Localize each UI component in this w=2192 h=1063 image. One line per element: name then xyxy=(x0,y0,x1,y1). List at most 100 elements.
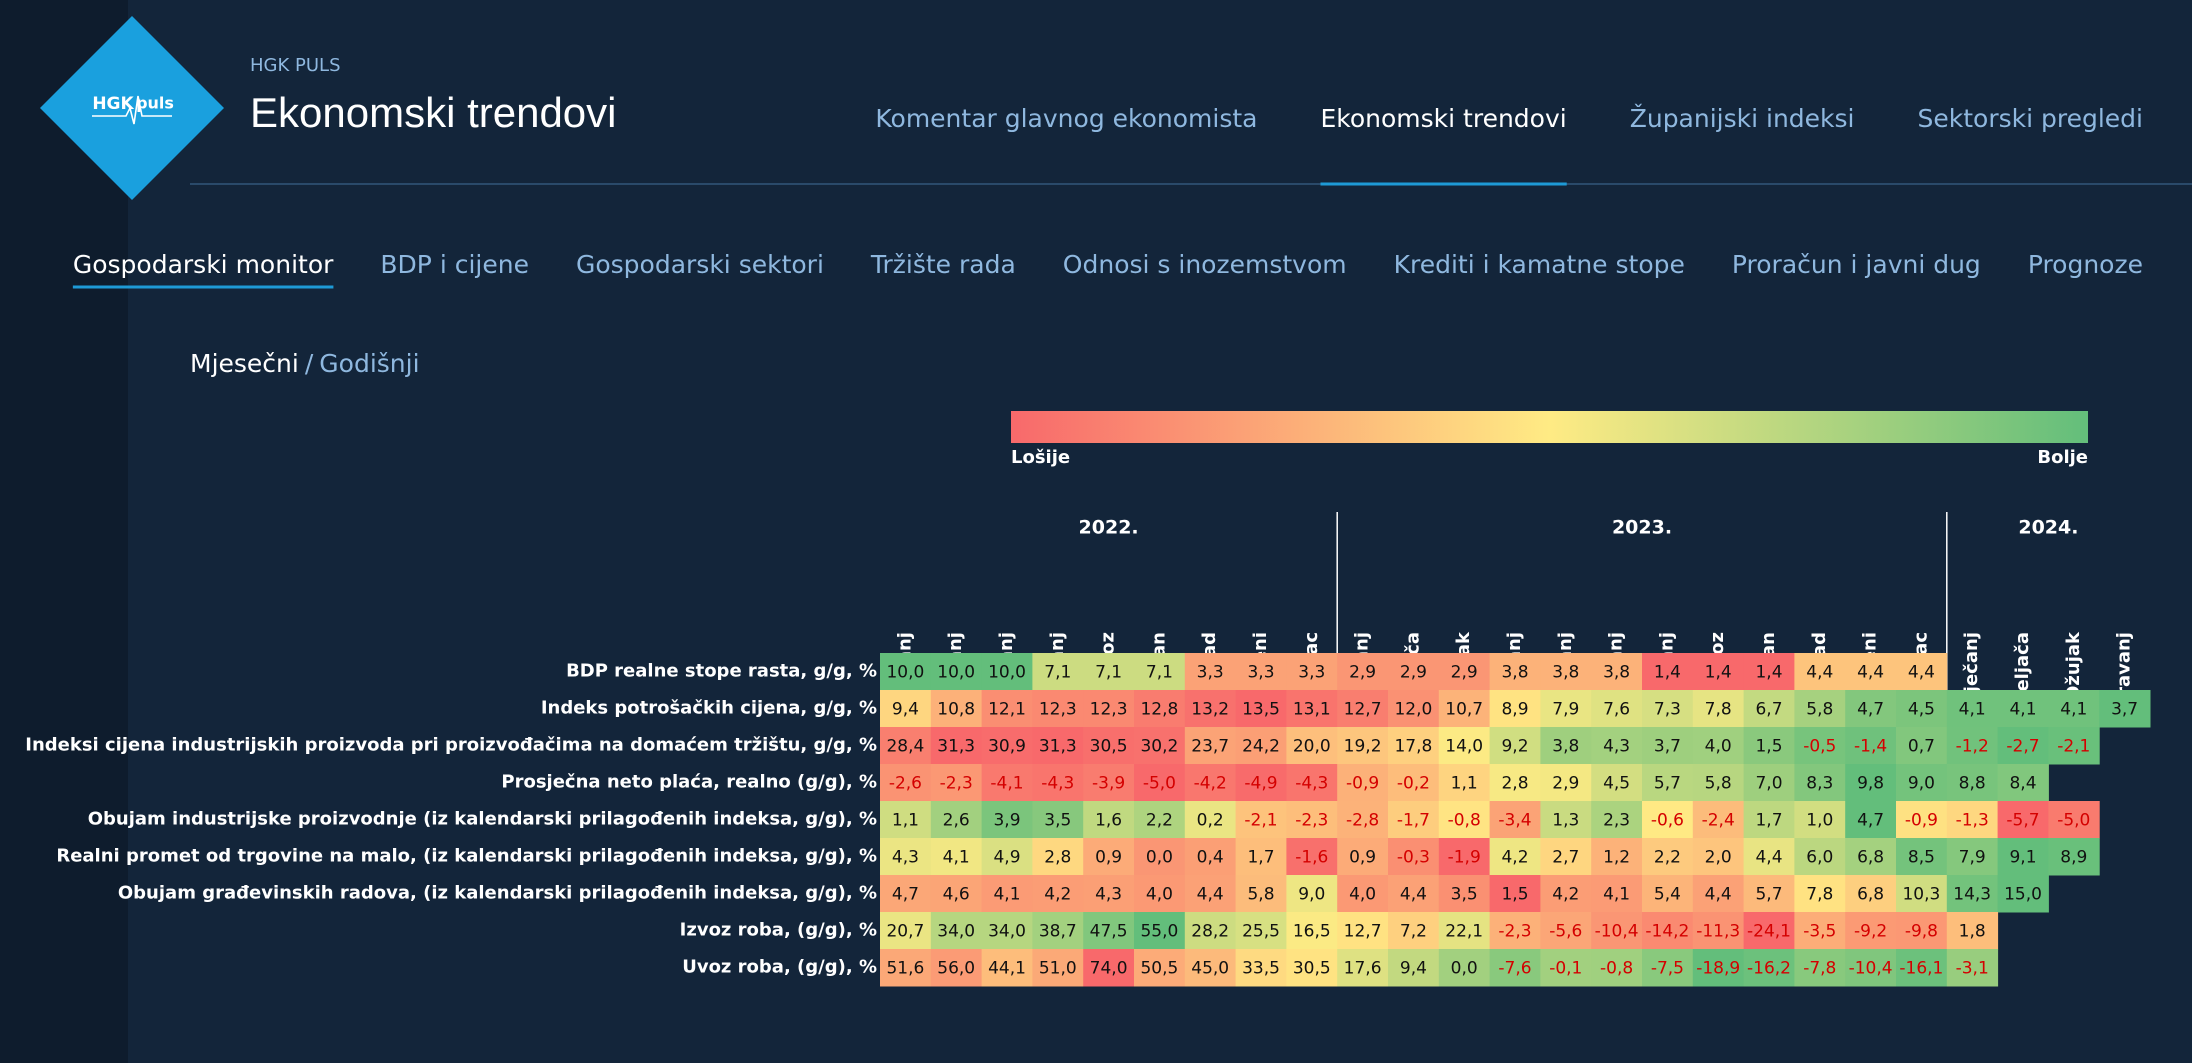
heatmap-cell xyxy=(1438,875,1491,913)
cell-value: 1,5 xyxy=(1501,885,1528,905)
heatmap-cell xyxy=(2048,838,2100,876)
legend-gradient xyxy=(1011,411,2088,443)
cell-value: 56,0 xyxy=(937,959,975,979)
heatmap-cell xyxy=(1184,875,1237,913)
cell-value: 12,0 xyxy=(1394,700,1432,720)
legend-high: Bolje xyxy=(2037,447,2088,468)
cell-value: -3,1 xyxy=(1956,959,1989,979)
heatmap-cell xyxy=(1184,838,1237,876)
cell-value: -24,1 xyxy=(1747,922,1791,942)
heatmap-cell xyxy=(1642,838,1694,876)
cell-value: 4,7 xyxy=(1857,700,1884,720)
subnav-item[interactable]: BDP i cijene xyxy=(380,250,529,279)
heatmap-cell xyxy=(1235,653,1287,691)
cell-value: 24,2 xyxy=(1242,737,1280,757)
heatmap-cell xyxy=(1692,801,1745,839)
cell-value: -1,3 xyxy=(1956,811,1989,831)
cell-value: 4,0 xyxy=(1705,737,1732,757)
cell-value: 30,5 xyxy=(1090,737,1128,757)
heatmap-cell xyxy=(1083,727,1135,765)
heatmap-cell xyxy=(1286,727,1338,765)
cell-value: 7,6 xyxy=(1603,700,1630,720)
heatmap-cell xyxy=(1286,764,1338,802)
period-active[interactable]: Mjesečni xyxy=(190,349,299,378)
nav-item[interactable]: Ekonomski trendovi xyxy=(1320,104,1566,133)
heatmap-cell xyxy=(880,690,932,728)
cell-value: 3,3 xyxy=(1197,663,1224,683)
subnav-item[interactable]: Prognoze xyxy=(2028,250,2143,279)
cell-value: 8,3 xyxy=(1806,774,1833,794)
heatmap-cell xyxy=(1946,690,1999,728)
heatmap-cell xyxy=(1184,653,1237,691)
subnav-item[interactable]: Krediti i kamatne stope xyxy=(1394,250,1685,279)
cell-value: -5,0 xyxy=(2057,811,2090,831)
subnav-item[interactable]: Tržište rada xyxy=(870,250,1016,279)
cell-value: -5,0 xyxy=(1143,774,1176,794)
heatmap-cell xyxy=(981,838,1033,876)
heatmap-cell xyxy=(1337,764,1389,802)
heatmap-cell xyxy=(1032,949,1084,987)
cell-value: 6,8 xyxy=(1857,885,1884,905)
cell-value: 5,7 xyxy=(1755,885,1782,905)
heatmap-cell xyxy=(1743,912,1795,950)
cell-value: 6,8 xyxy=(1857,848,1884,868)
nav-item[interactable]: Sektorski pregledi xyxy=(1918,104,2144,133)
heatmap-cell xyxy=(880,875,932,913)
cell-value: 74,0 xyxy=(1090,959,1128,979)
cell-value: 8,9 xyxy=(1501,700,1528,720)
cell-value: 0,9 xyxy=(1349,848,1376,868)
cell-value: 4,1 xyxy=(993,885,1020,905)
cell-value: -7,6 xyxy=(1498,959,1531,979)
heatmap-cell xyxy=(1337,949,1389,987)
heatmap-cell xyxy=(930,912,983,950)
subnav-item[interactable]: Odnosi s inozemstvom xyxy=(1063,250,1347,279)
cell-value: 51,0 xyxy=(1039,959,1077,979)
heatmap-cell xyxy=(1896,653,1948,691)
cell-value: 10,8 xyxy=(937,700,975,720)
heatmap-cell xyxy=(930,727,983,765)
heatmap-cell xyxy=(1540,912,1592,950)
heatmap-cell xyxy=(1540,875,1592,913)
subnav-item[interactable]: Proračun i javni dug xyxy=(1732,250,1981,279)
period-separator: / xyxy=(305,349,314,378)
heatmap-cell xyxy=(981,801,1033,839)
cell-value: 45,0 xyxy=(1191,959,1229,979)
cell-value: 12,1 xyxy=(988,700,1026,720)
cell-value: 9,0 xyxy=(1908,774,1935,794)
heatmap-cell xyxy=(1032,690,1084,728)
heatmap-cell xyxy=(880,912,932,950)
heatmap-cell xyxy=(1489,653,1541,691)
cell-value: 4,4 xyxy=(1197,885,1224,905)
period-other[interactable]: Godišnji xyxy=(319,349,419,378)
heatmap-cell xyxy=(1642,690,1694,728)
cell-value: -2,8 xyxy=(1346,811,1379,831)
nav-item[interactable]: Županijski indeksi xyxy=(1630,104,1855,133)
cell-value: 4,4 xyxy=(1705,885,1732,905)
cell-value: -4,3 xyxy=(1041,774,1074,794)
heatmap-cell xyxy=(1642,764,1694,802)
cell-value: 12,7 xyxy=(1344,922,1382,942)
cell-value: 3,3 xyxy=(1298,663,1325,683)
heatmap-cell xyxy=(1845,801,1897,839)
year-label: 2022. xyxy=(1079,517,1139,539)
heatmap-cell xyxy=(1184,801,1237,839)
cell-value: 30,2 xyxy=(1140,737,1178,757)
subnav-item[interactable]: Gospodarski sektori xyxy=(576,250,824,279)
nav-item[interactable]: Komentar glavnog ekonomista xyxy=(875,104,1257,133)
cell-value: 7,3 xyxy=(1654,700,1681,720)
heatmap-cell xyxy=(1134,912,1186,950)
heatmap-cell xyxy=(1235,875,1287,913)
logo[interactable] xyxy=(40,16,224,200)
cell-value: 7,8 xyxy=(1705,700,1732,720)
heatmap-cell xyxy=(1032,727,1084,765)
heatmap-cell xyxy=(1540,949,1592,987)
cell-value: 20,0 xyxy=(1293,737,1331,757)
heatmap-cell xyxy=(1388,727,1440,765)
heatmap-cell xyxy=(1235,690,1287,728)
heatmap-cell xyxy=(1692,838,1745,876)
heatmap-cell xyxy=(1591,838,1643,876)
subnav-item[interactable]: Gospodarski monitor xyxy=(73,250,334,279)
cell-value: 7,2 xyxy=(1400,922,1427,942)
cell-value: 14,3 xyxy=(1953,885,1991,905)
